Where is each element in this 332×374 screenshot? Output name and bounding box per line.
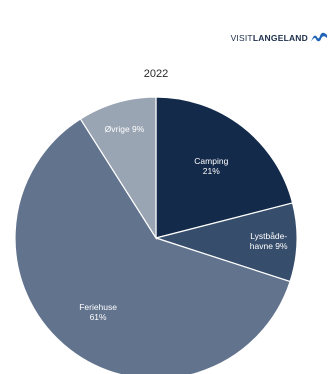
logo-text-light: VISIT xyxy=(230,32,253,43)
pie-slice-0-label-line-0: Camping xyxy=(194,156,228,166)
pie-slice-3-label-line-0: Øvrige 9% xyxy=(105,124,145,134)
wave-logo-icon xyxy=(311,32,327,42)
pie-slice-2 xyxy=(14,118,291,374)
pie-slice-2-label-line-1: 61% xyxy=(90,312,107,322)
pie-slice-1-label-line-0: Lystbåde- xyxy=(250,231,287,241)
logo-text: VISITLANGELAND xyxy=(230,32,308,43)
pie-slice-1 xyxy=(153,202,298,283)
pie-slice-2-label-line-0: Feriehuse xyxy=(79,302,117,312)
pie-slice-0 xyxy=(155,96,294,239)
chart-title: 2022 xyxy=(143,68,169,80)
visitlangeland-logo: VISITLANGELAND xyxy=(231,24,328,44)
pie-slice-1-label-line-1: havne 9% xyxy=(250,241,288,251)
logo-text-bold: LANGELAND xyxy=(252,32,308,43)
pie-slice-3 xyxy=(79,96,157,241)
pie-slice-0-label-line-1: 21% xyxy=(203,166,220,176)
